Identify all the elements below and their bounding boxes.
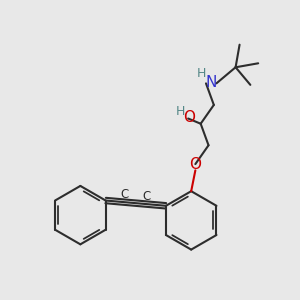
Text: N: N (206, 75, 217, 90)
Text: C: C (142, 190, 151, 203)
Text: H: H (197, 68, 206, 80)
Text: O: O (183, 110, 195, 125)
Text: C: C (121, 188, 129, 201)
Text: O: O (189, 157, 201, 172)
Text: H: H (176, 105, 186, 118)
